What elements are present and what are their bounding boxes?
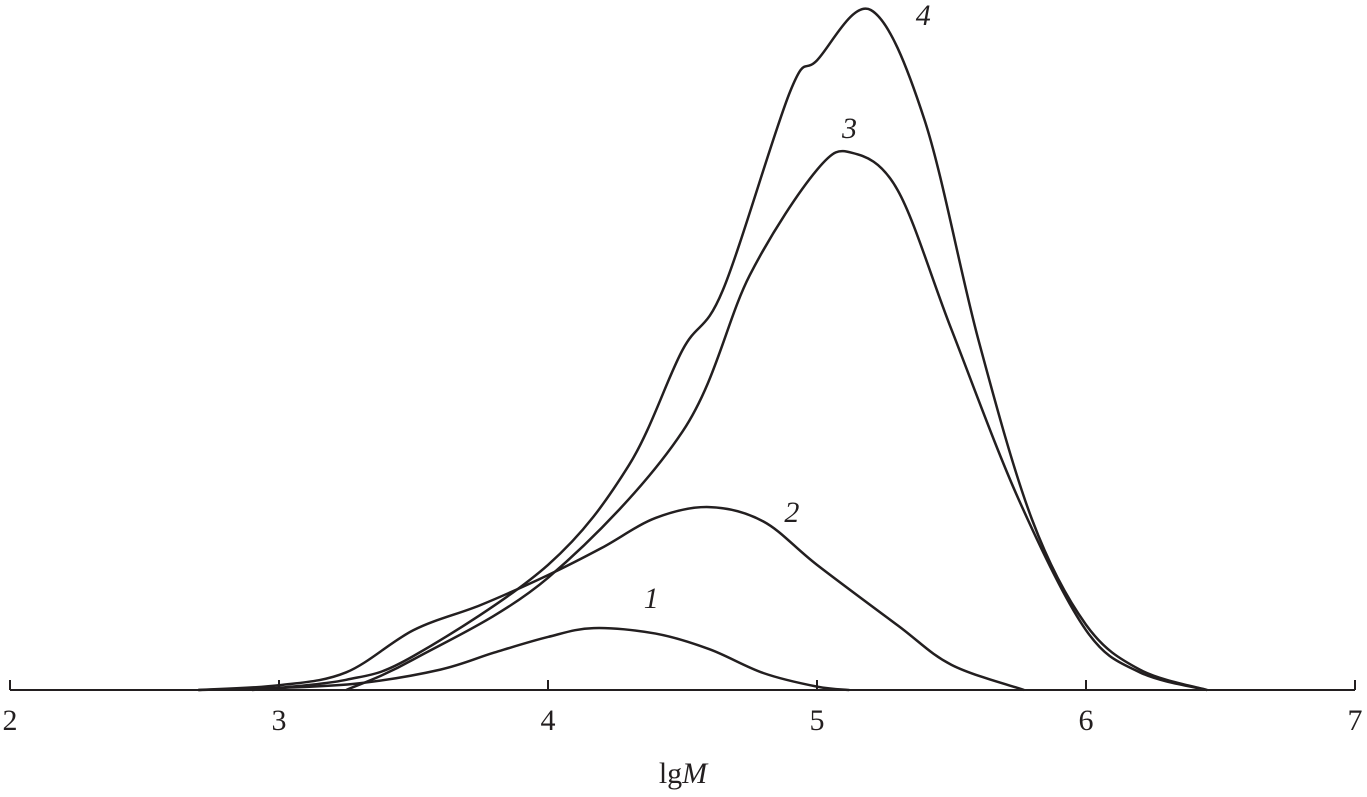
x-ticks: 2 3 4 5 6 7 — [3, 680, 1363, 737]
x-tick-label: 3 — [272, 704, 287, 737]
curve-1 — [198, 626, 850, 692]
x-tick-label: 4 — [541, 704, 556, 737]
curve-label-4: 4 — [916, 0, 931, 32]
curve-3 — [345, 149, 1208, 692]
x-tick-label: 6 — [1079, 704, 1094, 737]
curve-labels: 1 2 3 4 — [644, 0, 931, 615]
x-tick-label: 5 — [810, 704, 825, 737]
x-tick-label: 2 — [3, 704, 18, 737]
x-tick-label: 7 — [1348, 704, 1363, 737]
curves — [198, 7, 1208, 692]
curve-2 — [198, 505, 1025, 692]
curve-4 — [251, 7, 1208, 692]
x-axis-title: lgM — [659, 757, 709, 790]
curve-label-1: 1 — [644, 582, 659, 615]
curve-label-3: 3 — [841, 112, 857, 145]
curve-label-2: 2 — [784, 496, 799, 529]
